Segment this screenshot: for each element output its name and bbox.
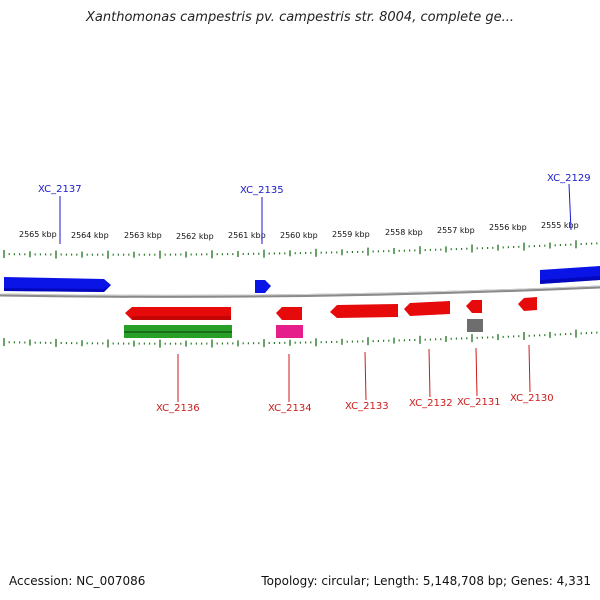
gene-xc-2129-shade — [540, 276, 600, 284]
scale-label-2560: 2560 kbp — [280, 231, 318, 240]
rna-feature-green-stripe — [124, 331, 232, 333]
label-xc-2131: XC_2131 — [457, 397, 501, 408]
genome-backbone — [0, 285, 600, 298]
scale-label-2562: 2562 kbp — [176, 232, 214, 241]
pink-feature[interactable] — [276, 325, 303, 338]
gene-xc-2135[interactable] — [255, 280, 271, 293]
label-xc-2134: XC_2134 — [268, 403, 312, 414]
gene-xc-2133[interactable] — [330, 304, 398, 318]
gene-xc-2132[interactable] — [404, 301, 450, 316]
bottom-scale-ticks — [3, 329, 598, 348]
gene-xc-2130[interactable] — [518, 297, 537, 311]
gene-xc-2131[interactable] — [466, 300, 482, 313]
label-xc-2129: XC_2129 — [547, 173, 591, 184]
scale-label-2559: 2559 kbp — [332, 230, 370, 239]
genome-backbone-highlight — [0, 285, 600, 296]
leader-xc-2133 — [364, 351, 367, 401]
scale-label-2561: 2561 kbp — [228, 231, 266, 240]
scale-label-2556: 2556 kbp — [489, 223, 527, 232]
genome-summary-text: Topology: circular; Length: 5,148,708 bp… — [261, 574, 591, 588]
label-xc-2136: XC_2136 — [156, 403, 200, 414]
top-scale-ticks — [3, 240, 598, 259]
scale-label-2564: 2564 kbp — [71, 231, 109, 240]
leader-xc-2131 — [475, 347, 478, 397]
label-xc-2135: XC_2135 — [240, 185, 284, 196]
leader-xc-2129 — [568, 183, 572, 231]
scale-label-2563: 2563 kbp — [124, 231, 162, 240]
leader-xc-2132 — [428, 348, 431, 398]
label-xc-2132: XC_2132 — [409, 398, 453, 409]
accession-text: Accession: NC_007086 — [9, 574, 146, 588]
scale-label-2558: 2558 kbp — [385, 228, 423, 237]
gene-xc-2137-shade — [4, 285, 111, 292]
label-xc-2137: XC_2137 — [38, 184, 82, 195]
scale-label-2557: 2557 kbp — [437, 226, 475, 235]
label-xc-2133: XC_2133 — [345, 401, 389, 412]
gene-xc-2134[interactable] — [276, 307, 302, 320]
label-xc-2130: XC_2130 — [510, 393, 554, 404]
gene-xc-2136-shade — [132, 316, 231, 320]
genome-title: Xanthomonas campestris pv. campestris st… — [86, 10, 514, 25]
gene-xc-2137[interactable] — [4, 277, 111, 292]
leader-xc-2130 — [528, 344, 531, 393]
scale-label-2565: 2565 kbp — [19, 230, 57, 239]
scale-label-2555: 2555 kbp — [541, 221, 579, 230]
gray-feature[interactable] — [467, 319, 483, 332]
